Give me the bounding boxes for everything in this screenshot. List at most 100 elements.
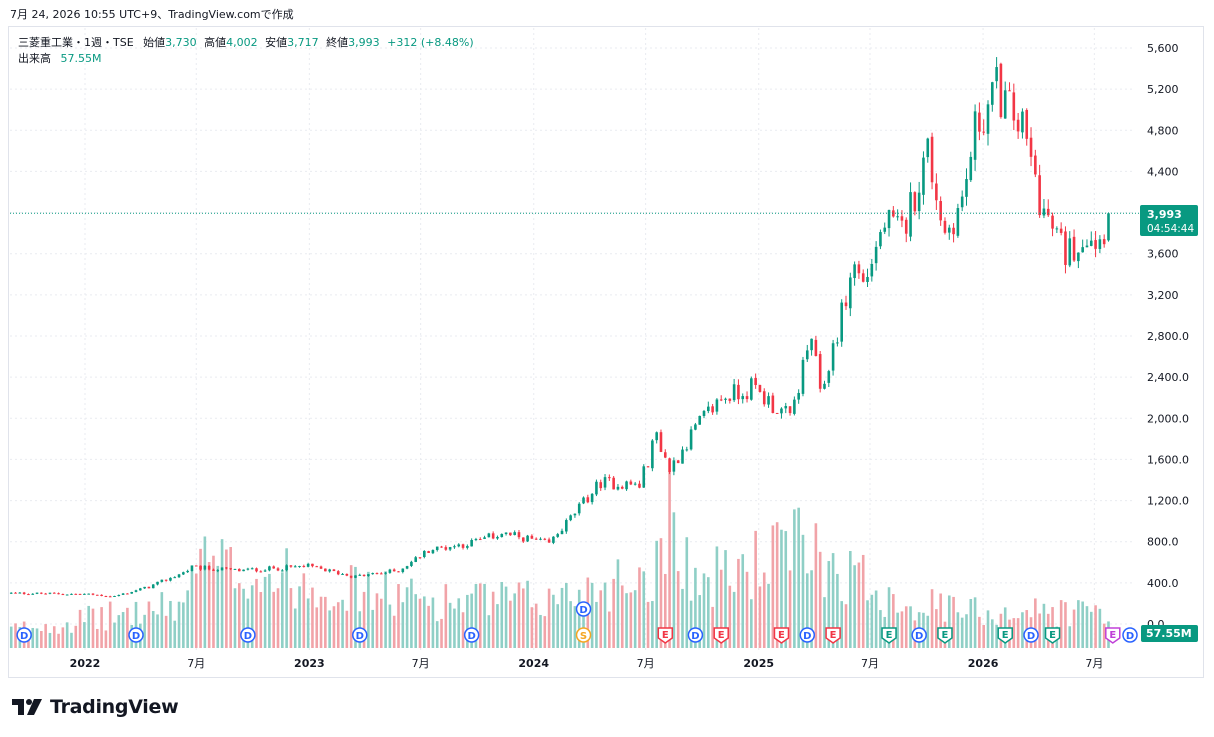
candle-body: [401, 568, 405, 573]
dividend-marker[interactable]: D: [799, 627, 816, 643]
volume-bar: [457, 598, 461, 648]
candle-body: [547, 539, 551, 543]
volume-bar: [926, 615, 930, 648]
candle-body: [663, 452, 667, 458]
candle-body: [935, 183, 938, 201]
candle-body: [1046, 208, 1050, 216]
volume-label[interactable]: 出来高: [18, 52, 51, 65]
x-tick-label: 2025: [743, 657, 774, 670]
dividend-marker[interactable]: D: [1023, 627, 1039, 643]
candle-body: [827, 371, 831, 383]
earnings-marker[interactable]: E: [657, 627, 674, 644]
candle-body: [306, 563, 310, 567]
split-marker[interactable]: S: [575, 627, 592, 643]
y-tick-label: 1,600.0: [1147, 453, 1189, 466]
volume-bar: [207, 562, 211, 648]
dividend-marker[interactable]: D: [128, 627, 144, 643]
candle-body: [1021, 111, 1024, 133]
volume-bar: [543, 616, 547, 648]
svg-text:D: D: [132, 631, 140, 642]
earnings-marker[interactable]: E: [1105, 627, 1121, 644]
volume-bar: [319, 596, 323, 648]
candle-body: [534, 538, 538, 540]
svg-text:D: D: [1126, 631, 1134, 642]
candle-body: [633, 483, 637, 485]
volume-bar: [526, 580, 529, 648]
volume-bar: [440, 618, 443, 648]
volume-bar: [762, 572, 766, 648]
candle-body: [448, 547, 452, 550]
candle-body: [319, 566, 323, 569]
volume-bar: [1102, 623, 1106, 648]
dividend-marker[interactable]: D: [1122, 627, 1138, 643]
earnings-marker[interactable]: E: [773, 627, 790, 644]
candle-body: [298, 566, 301, 568]
x-tick-label: 7月: [412, 657, 430, 670]
candle-body: [668, 458, 671, 472]
candle-body: [276, 568, 280, 571]
volume-bar: [491, 591, 495, 648]
svg-text:E: E: [1109, 630, 1116, 641]
symbol-title[interactable]: 三菱重工業・1週・TSE: [18, 36, 134, 49]
dividend-marker[interactable]: D: [352, 627, 368, 643]
time-axis: 2022 7月 2023 7月 2024 7月 2025 7月 2026 7月: [70, 657, 1104, 670]
volume-bar: [242, 588, 245, 648]
earnings-marker[interactable]: E: [997, 627, 1013, 644]
volume-bar: [517, 582, 521, 648]
volume-bar: [556, 604, 560, 648]
volume-bar: [315, 607, 319, 648]
volume-bar: [423, 596, 426, 648]
volume-bar: [655, 540, 658, 648]
earnings-marker[interactable]: E: [825, 627, 841, 644]
volume-bar: [496, 604, 499, 648]
candle-body: [126, 593, 129, 595]
tradingview-logo[interactable]: TradingView: [12, 696, 179, 718]
candle-body: [913, 192, 917, 212]
candle-body: [384, 572, 387, 574]
candle-body: [788, 406, 792, 414]
low-label: 安値: [265, 36, 288, 49]
candle-body: [1038, 175, 1041, 216]
earnings-marker[interactable]: E: [937, 627, 953, 644]
volume-bar: [1021, 612, 1024, 648]
dividend-marker[interactable]: D: [687, 627, 704, 643]
volume-row: 出来高 57.55M: [18, 51, 474, 67]
earnings-marker[interactable]: E: [1044, 627, 1061, 644]
volume-bar: [83, 622, 86, 648]
volume-bar: [57, 633, 60, 648]
candle-body: [410, 561, 413, 566]
dividend-marker[interactable]: D: [16, 627, 32, 643]
volume-bar: [216, 565, 220, 648]
candle-body: [741, 396, 745, 400]
volume-bar: [754, 530, 757, 648]
candle-body: [1064, 231, 1067, 265]
earnings-marker[interactable]: E: [881, 627, 897, 644]
y-tick-label: 3,200: [1147, 289, 1179, 302]
candle-body: [887, 209, 891, 229]
dividend-marker[interactable]: D: [911, 627, 927, 643]
candle-body: [586, 497, 590, 503]
candle-body: [242, 569, 245, 572]
dividend-marker[interactable]: D: [575, 601, 592, 617]
volume-bar: [771, 525, 775, 648]
candle-body: [91, 593, 95, 595]
dividend-marker[interactable]: D: [463, 627, 480, 643]
svg-text:E: E: [830, 630, 837, 641]
volume-bar: [530, 607, 534, 648]
volume-bar: [293, 608, 297, 648]
dividend-marker[interactable]: D: [240, 627, 256, 643]
earnings-marker[interactable]: E: [713, 627, 729, 644]
volume-bar: [9, 626, 13, 648]
volume-bar: [276, 588, 280, 648]
candle-body: [560, 530, 564, 535]
volume-bar: [534, 603, 538, 648]
candle-body: [608, 477, 611, 479]
candle-body: [328, 569, 331, 572]
y-tick-label: 3,600: [1147, 248, 1179, 261]
candle-body: [694, 424, 697, 430]
volume-bar: [405, 587, 409, 648]
volume-bar: [147, 601, 151, 648]
volume-bar: [160, 592, 164, 648]
candle-body: [767, 396, 770, 405]
